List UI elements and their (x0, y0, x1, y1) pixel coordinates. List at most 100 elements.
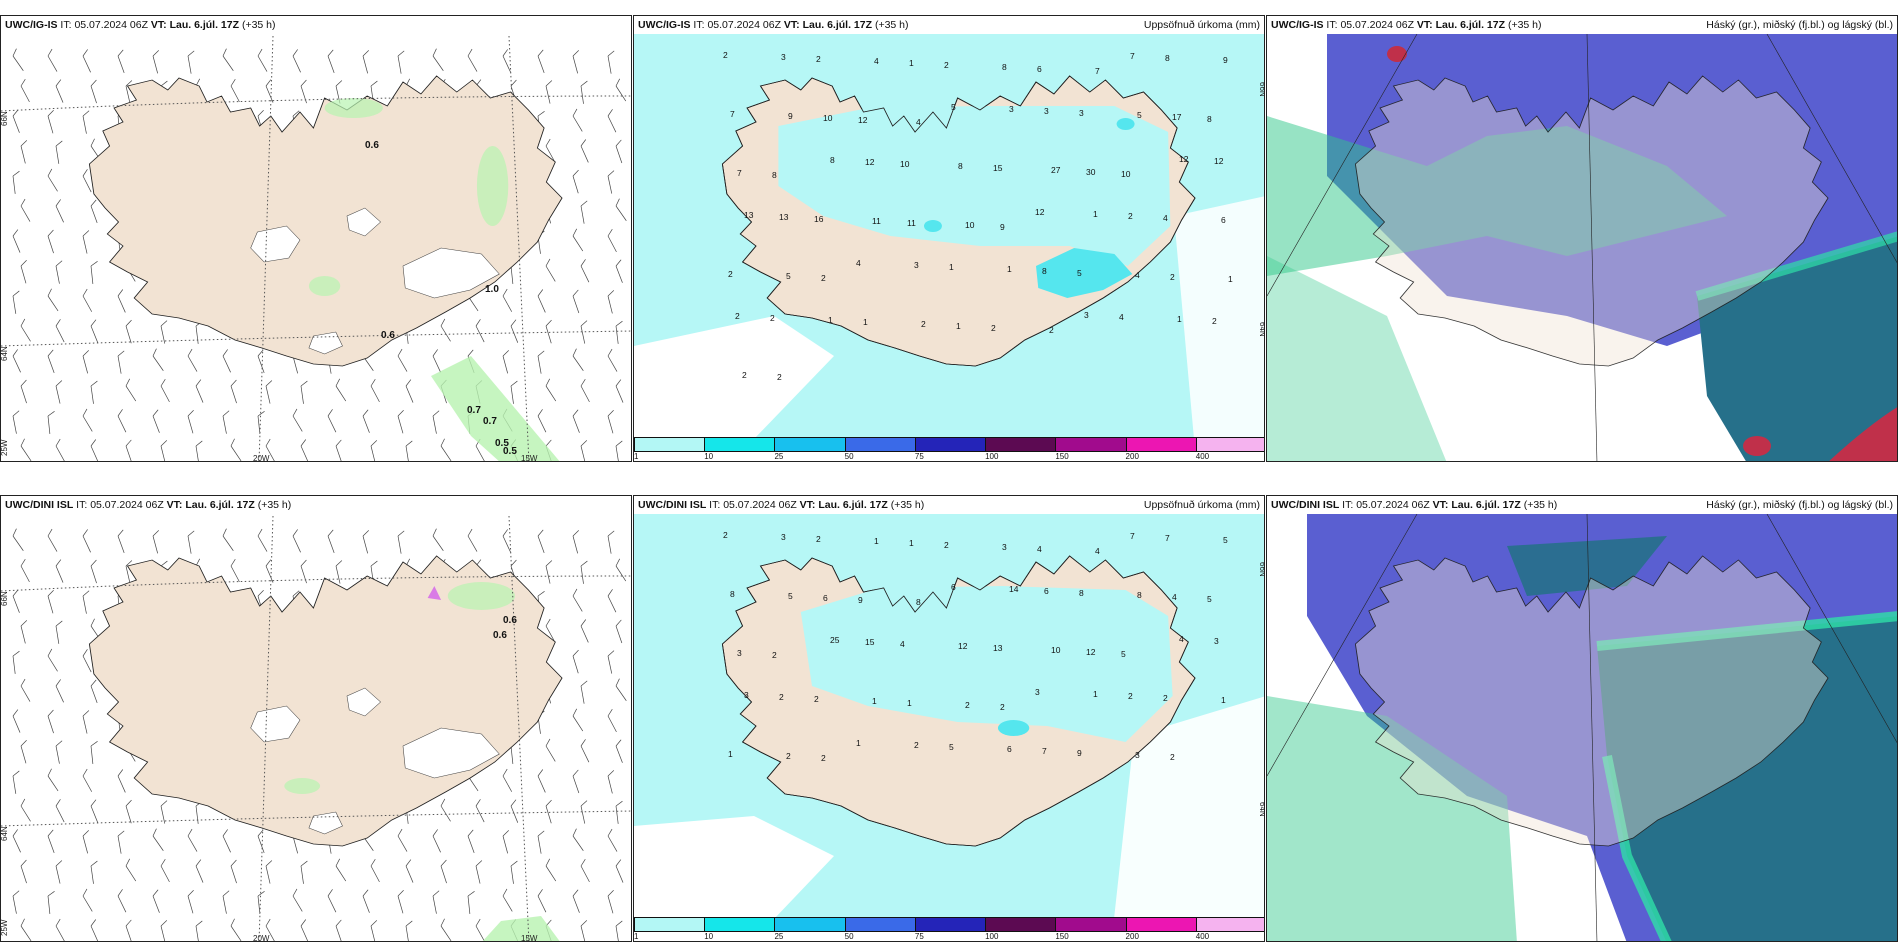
wind-barb (545, 258, 556, 282)
wind-barb (615, 678, 627, 701)
precip-value-label: 2 (944, 540, 949, 550)
wind-barb (47, 829, 55, 854)
wind-label: 0.5 (495, 438, 509, 449)
high-cloud-area (1267, 696, 1517, 941)
precip-value-label: 4 (1135, 270, 1140, 280)
wind-barb (152, 530, 159, 554)
wind-barb (82, 230, 90, 254)
wind-barb (55, 260, 63, 284)
wind-barb (20, 859, 27, 884)
precip-value-label: 1 (1093, 209, 1098, 219)
wind-barb (440, 918, 452, 941)
wind-barb (152, 50, 159, 74)
colorbar-swatch (1195, 437, 1264, 452)
wind-barb (615, 139, 623, 164)
precip-value-label: 5 (951, 102, 956, 112)
precip-value-label: 1 (874, 536, 879, 546)
vt-value: Lau. 6.júl. 17Z (802, 19, 873, 31)
colorbar-swatch (1125, 437, 1197, 452)
wind-barb (160, 378, 170, 403)
precip-value-label: 3 (1214, 636, 1219, 646)
wind-barb (397, 348, 408, 372)
wind-barb (580, 920, 588, 941)
wind-barb (537, 49, 545, 74)
precip-value-label: 1 (1177, 314, 1182, 324)
wind-barb (222, 890, 230, 914)
wind-barb (335, 560, 343, 584)
wind-barb (230, 438, 242, 461)
vt-value: Lau. 6.júl. 17Z (185, 499, 255, 511)
wind-barb (510, 319, 519, 343)
wind-barb (82, 830, 89, 854)
wind-barb (55, 380, 63, 404)
wind-barb (125, 319, 132, 344)
precip-value-label: 2 (1163, 693, 1168, 703)
precip-value-label: 1 (863, 317, 868, 327)
precip-land-shade (778, 106, 1171, 266)
wind-barb (537, 409, 547, 433)
precip-value-label: 12 (858, 115, 868, 125)
precip-value-label: 8 (730, 589, 735, 599)
colorbar-swatch (704, 917, 776, 932)
wind-barb (82, 350, 89, 374)
wind-barb (615, 78, 627, 102)
panel-title: Uppsöfnuð úrkoma (mm) (1143, 19, 1260, 31)
wind-barb (12, 589, 20, 613)
precip-value-label: 2 (772, 650, 777, 660)
panel-title: Háský (gr.), miðský (fj.bl.) og lágský (… (1706, 499, 1893, 511)
precip-value-label: 8 (916, 597, 921, 607)
low-cloud-area (1697, 236, 1897, 461)
wind-barb (47, 528, 58, 552)
wind-barb (47, 411, 55, 434)
panel-header: UWC/IG-IS IT: 05.07.2024 06Z VT: Lau. 6.… (1267, 16, 1897, 34)
wind-barb (55, 319, 65, 343)
wind-barb (300, 439, 309, 461)
wind-barb (572, 708, 584, 732)
wind-barb (502, 350, 509, 374)
wind-barb (117, 889, 127, 913)
precip-value-label: 8 (958, 161, 963, 171)
wind-barb (580, 378, 590, 403)
model-name: UWC/DINI ISL (638, 499, 707, 511)
wind-barb (432, 349, 441, 373)
wind-barb (82, 649, 92, 673)
wind-barb (20, 918, 32, 941)
wind-barb (615, 259, 623, 283)
wind-barb (607, 109, 617, 133)
wind-barb (20, 198, 31, 222)
lat-label-66: 66N (1, 111, 9, 126)
precip-value-label: 2 (965, 700, 970, 710)
wind-barb (572, 828, 584, 851)
colorbar-tick-label: 1 (634, 932, 639, 941)
precip-value-label: 5 (1121, 649, 1126, 659)
wind-barb (257, 829, 265, 854)
wind-barb (475, 918, 486, 941)
wind-barb (222, 829, 231, 853)
wind-barb (12, 890, 20, 914)
precip-value-label: 2 (816, 534, 821, 544)
wind-barb (607, 589, 617, 613)
colorbar-swatch (634, 437, 706, 452)
wind-barb (440, 318, 451, 342)
wind-barb (265, 559, 274, 583)
lead-time: (+35 h) (241, 19, 276, 31)
colorbar-tick-label: 25 (774, 932, 784, 941)
wind-barb (580, 320, 588, 344)
svg-text:66N: 66N (1258, 562, 1265, 577)
colorbar-swatch (914, 917, 987, 932)
wind-barb (467, 829, 475, 854)
precip-value-label: 3 (914, 260, 919, 270)
wind-barb (55, 679, 64, 703)
colorbar-swatch (985, 437, 1057, 452)
wind-barb (12, 829, 21, 853)
wind-barb (82, 169, 92, 193)
wind-barb (90, 199, 98, 224)
wind-barb (125, 378, 137, 402)
precip-value-label: 1 (1221, 695, 1226, 705)
lat-label-66: 66N (1, 591, 9, 606)
precip-value-label: 12 (1086, 647, 1096, 657)
svg-text:64N: 64N (1258, 802, 1265, 817)
precip-value-label: 8 (1042, 266, 1047, 276)
wind-barb (222, 528, 234, 551)
precip-value-label: 15 (865, 637, 875, 647)
